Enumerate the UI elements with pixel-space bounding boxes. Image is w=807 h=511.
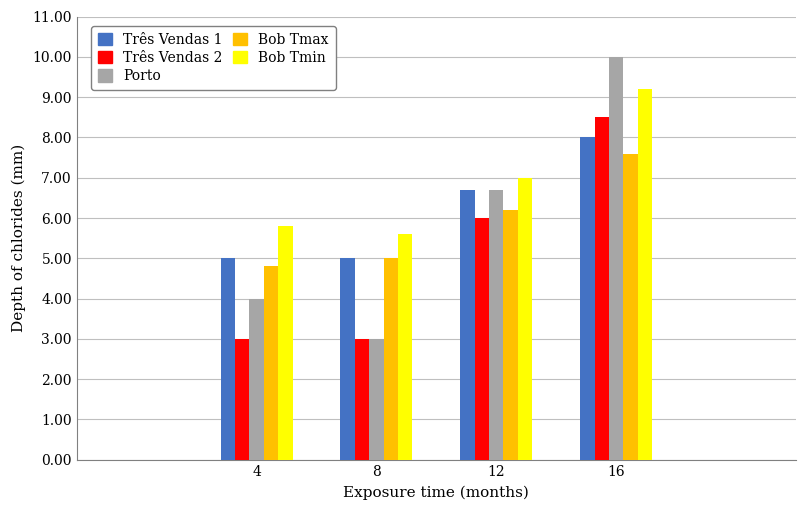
Bar <box>370 339 383 460</box>
Bar <box>504 210 518 460</box>
Bar <box>475 218 489 460</box>
Bar <box>580 137 595 460</box>
Bar <box>609 57 623 460</box>
Bar <box>460 190 475 460</box>
Bar <box>264 266 278 460</box>
Bar <box>235 339 249 460</box>
Bar <box>518 178 533 460</box>
Bar <box>398 234 412 460</box>
Bar <box>341 258 355 460</box>
Bar <box>220 258 235 460</box>
Bar <box>278 226 292 460</box>
Bar <box>595 118 609 460</box>
Y-axis label: Depth of chlorides (mm): Depth of chlorides (mm) <box>11 144 26 332</box>
Bar <box>355 339 370 460</box>
X-axis label: Exposure time (months): Exposure time (months) <box>344 485 529 500</box>
Bar <box>249 298 264 460</box>
Bar <box>489 190 504 460</box>
Legend: Três Vendas 1, Três Vendas 2, Porto, Bob Tmax, Bob Tmin: Três Vendas 1, Três Vendas 2, Porto, Bob… <box>91 26 336 90</box>
Bar <box>623 154 638 460</box>
Bar <box>383 258 398 460</box>
Bar <box>638 89 652 460</box>
